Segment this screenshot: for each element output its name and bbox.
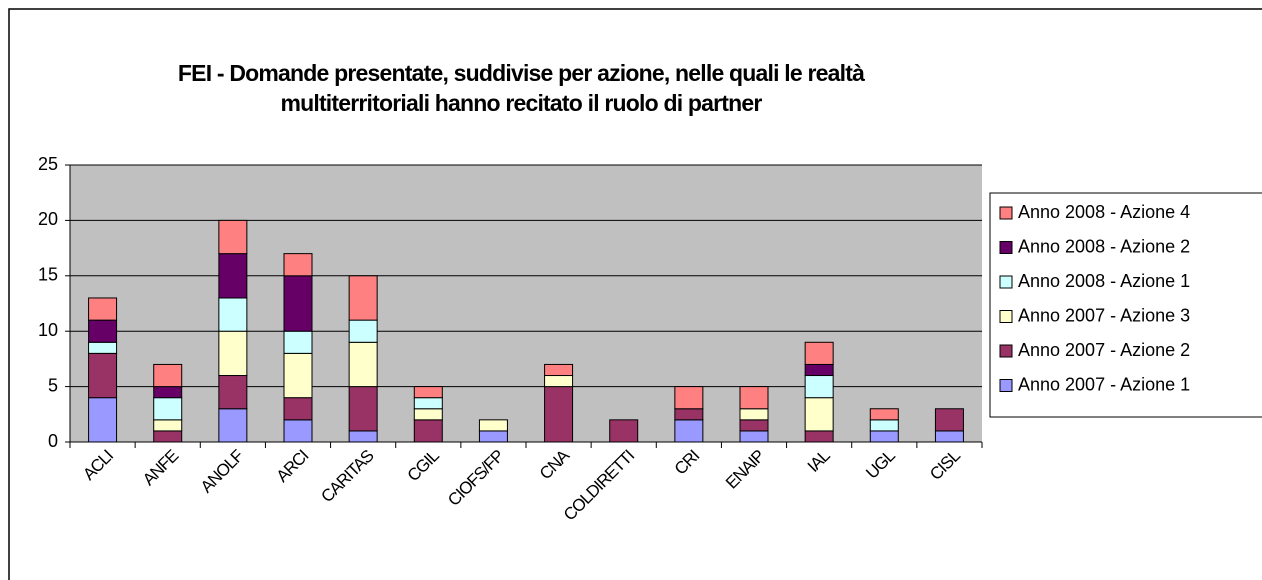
legend-swatch bbox=[999, 344, 1013, 358]
bar-segment bbox=[413, 419, 443, 443]
legend-swatch bbox=[999, 206, 1013, 220]
bar-segment bbox=[88, 341, 118, 354]
bar-segment bbox=[348, 430, 378, 443]
bar-segment bbox=[674, 419, 704, 443]
bar-segment bbox=[218, 330, 248, 377]
bar-segment bbox=[934, 408, 964, 432]
bar-segment bbox=[283, 397, 313, 421]
bar-segment bbox=[88, 319, 118, 343]
bar-segment bbox=[218, 253, 248, 299]
plot-area bbox=[70, 165, 982, 442]
chart-title: FEI - Domande presentate, suddivise per … bbox=[178, 60, 865, 86]
bar-segment bbox=[283, 253, 313, 277]
bar-segment bbox=[804, 430, 834, 443]
legend-box bbox=[989, 192, 1262, 418]
bar-segment bbox=[283, 330, 313, 354]
bar-segment bbox=[804, 341, 834, 365]
y-tick-label: 10 bbox=[38, 320, 58, 340]
y-tick-label: 25 bbox=[38, 154, 58, 174]
y-tick-label: 15 bbox=[38, 265, 58, 285]
bar-segment bbox=[804, 397, 834, 432]
bar-segment bbox=[218, 375, 248, 410]
bar-segment bbox=[478, 419, 508, 432]
bar-segment bbox=[609, 419, 639, 443]
bar-segment bbox=[544, 363, 574, 377]
bar-segment bbox=[348, 386, 378, 432]
bar-segment bbox=[88, 397, 118, 443]
bar-segment bbox=[153, 419, 183, 432]
bar-segment bbox=[739, 386, 769, 410]
bar-segment bbox=[153, 363, 183, 388]
legend-swatch bbox=[999, 241, 1013, 254]
bar-segment bbox=[153, 397, 183, 421]
legend-label: Anno 2007 - Azione 1 bbox=[1018, 374, 1190, 394]
bar-segment bbox=[869, 430, 899, 443]
legend-swatch bbox=[999, 310, 1013, 323]
bar-segment bbox=[478, 430, 508, 443]
bar-segment bbox=[739, 419, 769, 432]
bar-segment bbox=[413, 408, 443, 421]
bar-segment bbox=[544, 386, 574, 443]
bar-segment bbox=[218, 297, 248, 332]
bar-segment bbox=[88, 297, 118, 321]
bar-segment bbox=[283, 352, 313, 399]
y-tick-label: 0 bbox=[48, 431, 58, 451]
legend-label: Anno 2008 - Azione 1 bbox=[1018, 271, 1190, 291]
bar-segment bbox=[283, 419, 313, 443]
bar-segment bbox=[739, 430, 769, 443]
legend-swatch bbox=[999, 275, 1013, 289]
bar-segment bbox=[153, 430, 183, 443]
legend-label: Anno 2007 - Azione 2 bbox=[1018, 340, 1190, 360]
bar-segment bbox=[869, 419, 899, 432]
bar-segment bbox=[348, 341, 378, 388]
chart-title: multiterritoriali hanno recitato il ruol… bbox=[280, 90, 762, 116]
legend-label: Anno 2008 - Azione 4 bbox=[1018, 202, 1190, 222]
bar-segment bbox=[739, 408, 769, 421]
y-tick-label: 5 bbox=[48, 375, 58, 395]
legend-label: Anno 2007 - Azione 3 bbox=[1018, 305, 1190, 325]
bar-segment bbox=[413, 397, 443, 410]
bar-segment bbox=[869, 408, 899, 421]
bar-segment bbox=[218, 408, 248, 443]
y-tick-label: 20 bbox=[38, 209, 58, 229]
bar-segment bbox=[544, 375, 574, 388]
bar-segment bbox=[348, 275, 378, 321]
bar-segment bbox=[153, 386, 183, 399]
legend-label: Anno 2008 - Azione 2 bbox=[1018, 236, 1190, 256]
bar-segment bbox=[934, 430, 964, 443]
bar-segment bbox=[674, 386, 704, 410]
bar-segment bbox=[674, 408, 704, 421]
bar-segment bbox=[804, 375, 834, 399]
bar-segment bbox=[218, 219, 248, 255]
bar-segment bbox=[283, 275, 313, 332]
bar-segment bbox=[804, 363, 834, 377]
bar-segment bbox=[88, 352, 118, 399]
bar-segment bbox=[413, 386, 443, 399]
bar-segment bbox=[348, 319, 378, 343]
legend-swatch bbox=[999, 379, 1013, 392]
